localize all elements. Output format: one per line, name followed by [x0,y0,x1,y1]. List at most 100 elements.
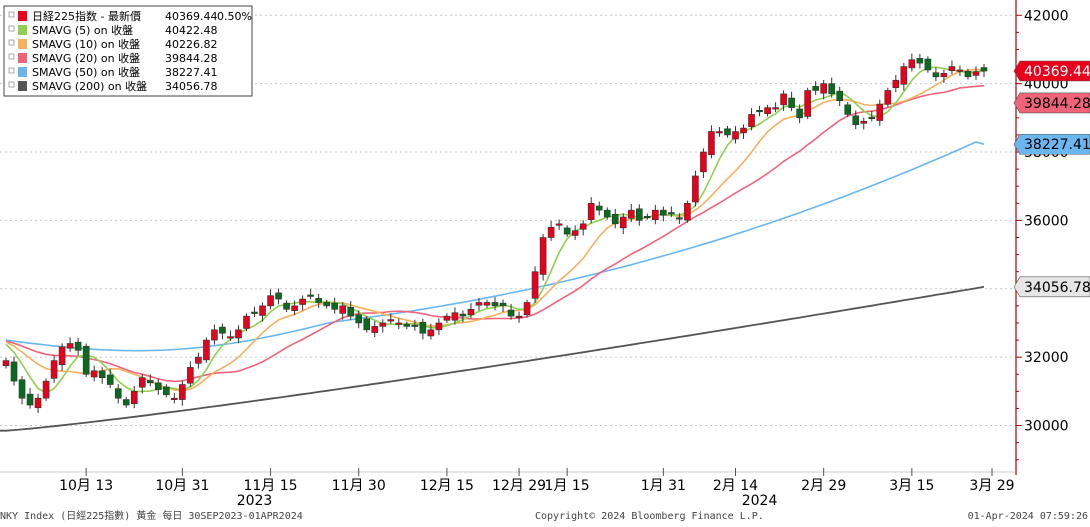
candle [491,297,499,311]
candle [419,318,427,340]
legend-swatch [18,11,27,21]
candle [515,311,523,323]
footer-right: 01-Apr-2024 07:59:26 [968,511,1088,522]
x-tick-label: 3月 29 [969,478,1014,494]
candle [499,299,507,313]
x-tick-label: 3月 15 [889,478,934,494]
candle [571,225,579,240]
candle-body [700,151,707,173]
x-tick-label: 12月 29 [492,478,546,494]
candle-body [523,302,531,316]
candle-body [122,399,130,406]
candle-body [443,315,451,321]
sma-200-line [0,285,985,432]
candle [411,319,419,331]
candle [523,299,531,318]
candle-body [355,314,363,324]
candle [219,323,226,340]
candle-body [219,326,226,334]
candle-body [555,223,563,226]
x-tick-label: 11月 15 [243,478,297,494]
footer-center: Copyright© 2024 Bloomberg Finance L.P. [535,511,764,522]
value-tag-text: 38227.41 [1024,137,1090,153]
candle-body [26,393,34,406]
candle [98,367,106,384]
candle [283,300,290,313]
value-tag-bg [1013,133,1090,155]
candle [539,233,547,281]
candle [844,102,852,118]
candle [652,204,659,225]
candle-body [155,382,162,390]
candle-body [627,209,635,219]
candle [563,225,571,237]
legend-name: SMAVG (50) on 收盤 [32,65,140,79]
candle [291,300,298,316]
candle-body [187,367,194,384]
sma-5-line [5,66,985,394]
candle-body [587,203,595,221]
candle [700,148,707,179]
candle-body [291,305,298,311]
candle [467,303,475,319]
candle [42,378,50,401]
legend-expander [8,39,15,46]
candle-body [772,107,779,110]
candle-body [18,379,26,399]
candle-body [684,203,691,221]
candle [331,297,338,314]
candle-body [972,71,980,76]
candle-body [956,69,964,72]
candle [66,337,74,352]
candle-body [34,397,42,409]
value-tag-text: 34056.78 [1024,280,1090,296]
candle [884,87,892,107]
candle-body [531,271,539,299]
value-tag: 40369.44 [1013,60,1090,82]
candle-body [467,309,475,316]
candle-body [58,346,66,365]
candle-body [475,302,483,306]
candle [595,201,603,216]
legend-name: 日経225指数 - 最新價 [32,9,141,23]
candle [547,221,555,242]
x-tick-label: 2月 29 [801,478,846,494]
candle [956,65,964,76]
candle-body [2,360,10,367]
candle [90,365,98,382]
value-tag-text: 40369.44 [1024,64,1090,80]
candle [195,352,202,369]
legend-entry: SMAVG (5) on 收盤 40422.48 [8,23,218,37]
candle [932,67,940,82]
candle [692,170,699,207]
candle [627,203,635,222]
sma-10-line [5,68,985,392]
candle [948,60,956,75]
candle [507,303,515,320]
candle [187,361,194,387]
candle-body [579,223,587,230]
candle [788,91,795,112]
candle [138,374,146,394]
candle [980,63,988,78]
candle [203,337,210,363]
year-label: 2023 [237,493,273,509]
legend-change: 0.50% [217,10,252,23]
x-tick-label: 1月 15 [545,478,590,494]
candle-body [299,298,306,305]
candle [892,74,900,93]
candle-body [307,294,314,297]
candle-body [395,322,403,325]
x-tick-label: 11月 30 [332,478,386,494]
candle [355,310,363,329]
candle [26,387,34,409]
candle [724,126,731,138]
candle [10,356,18,386]
candle [171,392,178,404]
candle-body [660,209,667,216]
x-tick-label: 2月 14 [713,478,758,494]
candle-body [171,397,178,400]
candle [972,66,980,80]
candle [804,87,811,120]
candle-body [692,175,699,203]
